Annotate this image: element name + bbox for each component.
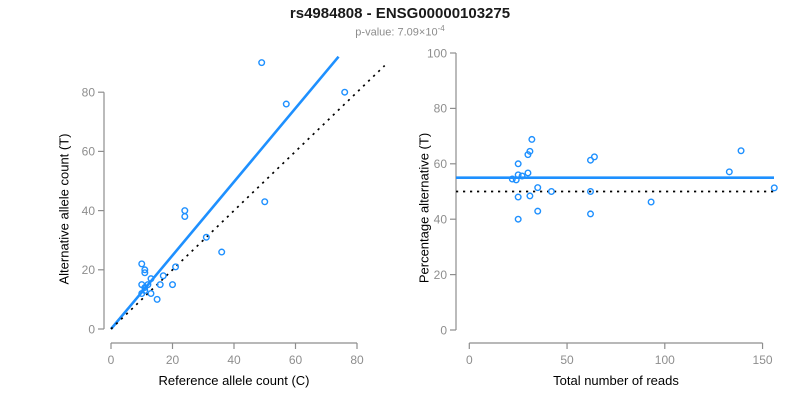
left-scatter-plot: 0 20 40 60 80 0 20 40 60 80: [82, 55, 386, 367]
x-tick-label: 150: [753, 353, 773, 367]
data-point: [514, 160, 522, 168]
y-tick-label: 40: [82, 204, 96, 218]
data-point: [147, 289, 155, 297]
y-tick-label: 20: [434, 268, 448, 282]
right-scatter-plot: 0 20 40 60 80 100 0 50 100 150: [427, 46, 778, 367]
data-point: [528, 135, 536, 143]
data-point: [147, 275, 155, 283]
data-point: [159, 272, 167, 280]
data-point: [770, 184, 778, 192]
data-point: [258, 59, 266, 67]
data-point: [202, 233, 210, 241]
y-tick-label: 20: [82, 263, 96, 277]
data-point: [153, 295, 161, 303]
pvalue-subtitle: p-value: 7.09×10-4: [0, 24, 800, 39]
x-tick-label: 20: [166, 353, 180, 367]
regression-line: [110, 55, 340, 330]
data-point: [156, 281, 164, 289]
y-tick-label: 80: [82, 86, 96, 100]
data-point: [508, 175, 516, 183]
pvalue-text: p-value: 7.09×10: [355, 26, 438, 39]
data-point: [587, 210, 595, 218]
data-point: [172, 263, 180, 271]
data-point: [518, 172, 526, 180]
y-tick-label: 100: [427, 46, 447, 60]
data-point: [181, 213, 189, 221]
y-tick-label: 60: [434, 157, 448, 171]
x-tick-label: 40: [227, 353, 241, 367]
data-point: [341, 88, 349, 96]
x-tick-label: 100: [655, 353, 675, 367]
data-point: [141, 266, 149, 274]
right-xaxis-title: Total number of reads: [553, 373, 679, 388]
data-point: [524, 151, 532, 159]
data-point: [587, 187, 595, 195]
data-point: [168, 281, 176, 289]
data-point: [590, 153, 598, 161]
y-tick-label: 80: [434, 102, 448, 116]
data-point: [181, 207, 189, 215]
x-tick-label: 50: [560, 353, 574, 367]
data-point: [138, 289, 146, 297]
left-yaxis-title: Alternative allele count (T): [56, 133, 72, 285]
data-point: [524, 169, 532, 177]
data-point: [737, 147, 745, 155]
y-tick-label: 0: [440, 323, 447, 337]
data-point: [547, 187, 555, 195]
pvalue-exponent: -4: [437, 24, 445, 33]
data-point: [647, 198, 655, 206]
y-tick-label: 60: [82, 145, 96, 159]
x-tick-label: 0: [466, 353, 473, 367]
data-point: [534, 184, 542, 192]
data-point: [138, 260, 146, 268]
y-tick-label: 0: [88, 322, 95, 336]
x-tick-label: 0: [108, 353, 115, 367]
data-point: [282, 100, 290, 108]
data-point: [141, 284, 149, 292]
data-point: [514, 215, 522, 223]
right-yaxis-title: Percentage alternative (T): [416, 132, 432, 284]
x-tick-label: 80: [350, 353, 364, 367]
figure-title: rs4984808 - ENSG00000103275: [289, 5, 511, 22]
data-point: [514, 193, 522, 201]
x-tick-label: 60: [289, 353, 303, 367]
data-point: [141, 269, 149, 277]
data-point: [218, 248, 226, 256]
data-point: [534, 207, 542, 215]
data-point: [725, 168, 733, 176]
data-point: [261, 198, 269, 206]
data-point: [587, 156, 595, 164]
y-tick-label: 40: [434, 213, 448, 227]
data-point: [512, 176, 520, 184]
data-point: [526, 192, 534, 200]
left-xaxis-title: Reference allele count (C): [158, 373, 310, 388]
identity-line: [110, 64, 386, 330]
